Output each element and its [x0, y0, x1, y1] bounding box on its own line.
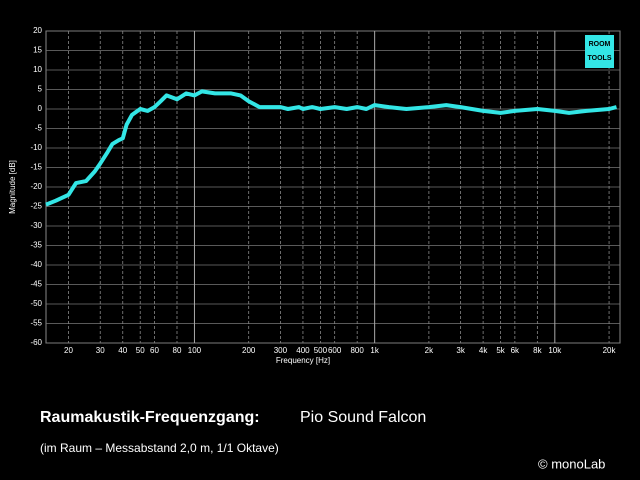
y-tick-label: -60 [30, 338, 42, 347]
x-tick-label: 800 [350, 346, 364, 355]
x-tick-label: 80 [173, 346, 182, 355]
y-axis-label: Magnitude [dB] [8, 160, 17, 214]
x-tick-label: 60 [150, 346, 159, 355]
x-tick-label: 600 [328, 346, 342, 355]
x-tick-label: 5k [496, 346, 505, 355]
logo-text: ROOM [589, 41, 611, 48]
logo-text: TOOLS [588, 55, 612, 62]
y-tick-label: -10 [30, 143, 42, 152]
x-tick-label: 1k [370, 346, 379, 355]
x-tick-label: 400 [296, 346, 310, 355]
logo-box [585, 35, 614, 68]
y-tick-label: -25 [30, 202, 42, 211]
x-axis-label: Frequency [Hz] [276, 356, 330, 365]
x-tick-label: 8k [533, 346, 542, 355]
x-tick-label: 300 [274, 346, 288, 355]
chart-subtitle: Pio Sound Falcon [300, 409, 426, 426]
x-tick-label: 20k [603, 346, 617, 355]
y-tick-label: 20 [33, 26, 42, 35]
chart-title: Raumakustik-Frequenzgang: [40, 409, 260, 426]
y-tick-label: -30 [30, 221, 42, 230]
y-tick-label: 5 [38, 85, 43, 94]
y-tick-label: -40 [30, 260, 42, 269]
y-tick-label: -50 [30, 299, 42, 308]
data-line [45, 89, 617, 207]
y-tick-label: -15 [30, 163, 42, 172]
y-tick-label: 0 [38, 104, 43, 113]
y-tick-label: -20 [30, 182, 42, 191]
y-tick-label: -45 [30, 280, 42, 289]
y-tick-label: -55 [30, 319, 42, 328]
x-tick-label: 500 [314, 346, 328, 355]
x-tick-label: 40 [118, 346, 127, 355]
credit: © monoLab [538, 456, 605, 471]
x-tick-label: 10k [548, 346, 562, 355]
y-tick-label: 10 [33, 65, 42, 74]
note: (im Raum – Messabstand 2,0 m, 1/1 Oktave… [40, 441, 279, 455]
y-tick-label: 15 [33, 46, 42, 55]
x-tick-label: 6k [511, 346, 520, 355]
x-tick-label: 200 [242, 346, 256, 355]
x-tick-label: 20 [64, 346, 73, 355]
y-tick-label: -35 [30, 241, 42, 250]
x-tick-label: 4k [479, 346, 488, 355]
x-tick-label: 30 [96, 346, 105, 355]
x-tick-label: 50 [136, 346, 145, 355]
x-tick-label: 100 [188, 346, 202, 355]
y-tick-label: -5 [35, 124, 43, 133]
x-tick-label: 3k [456, 346, 465, 355]
x-tick-label: 2k [425, 346, 434, 355]
